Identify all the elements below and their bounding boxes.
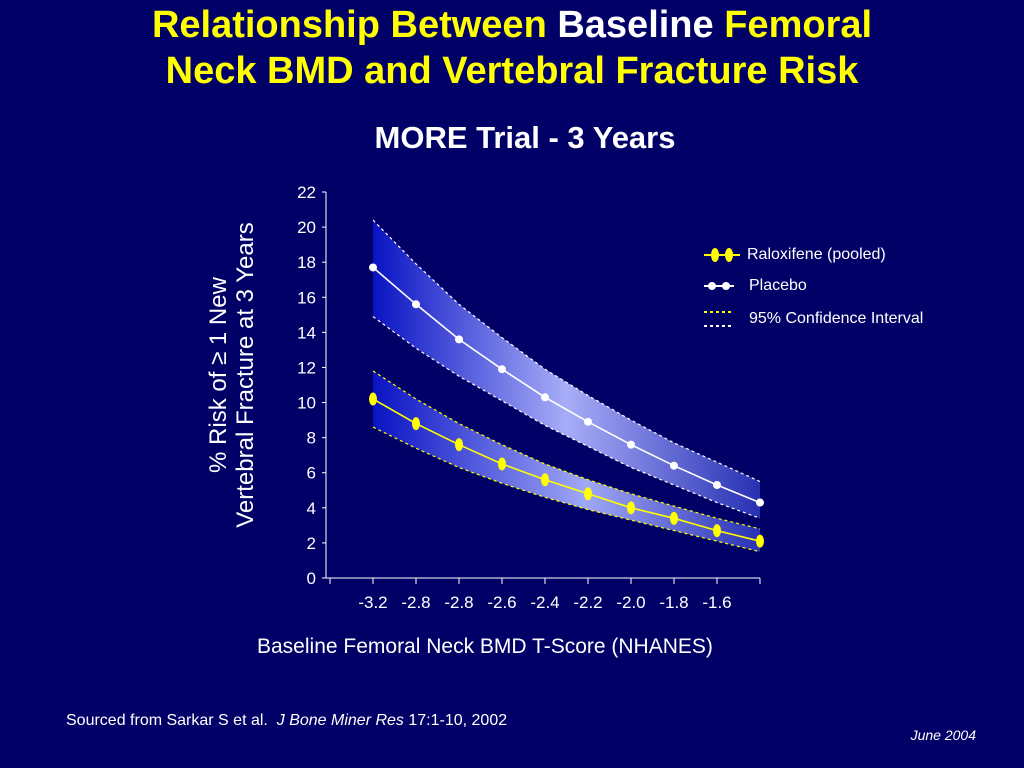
raloxifene-pooled-point <box>756 534 764 548</box>
y-tick-label: 6 <box>307 464 316 483</box>
y-tick-label: 16 <box>297 288 316 307</box>
source-suffix: 17:1-10, 2002 <box>408 712 508 729</box>
slide-title: Relationship Between Baseline Femoral Ne… <box>0 2 1024 94</box>
placebo-point <box>412 300 420 309</box>
placebo-ci-lower <box>372 316 761 519</box>
legend-raloxifene: Raloxifene (pooled) <box>702 245 886 265</box>
slide-date: June 2004 <box>910 727 976 743</box>
placebo-point <box>498 365 506 374</box>
title-part-1: Relationship Between <box>151 4 547 46</box>
raloxifene-pooled-point <box>627 501 635 515</box>
legend-ci: 95% Confidence Interval <box>702 306 923 332</box>
placebo-point <box>627 440 635 449</box>
x-tick-label: -2.8 <box>444 593 473 612</box>
x-tick-label: -3.2 <box>358 593 387 612</box>
raloxifene-pooled-point <box>412 417 420 431</box>
legend-ci-label: 95% Confidence Interval <box>749 310 924 327</box>
title-part-2: Baseline <box>557 4 714 46</box>
legend-raloxifene-marker <box>704 248 740 262</box>
y-tick-label: 0 <box>307 569 316 588</box>
title-line-1: Relationship Between Baseline Femoral <box>0 2 1024 48</box>
x-tick-label: -2.4 <box>530 593 559 612</box>
legend-placebo: Placebo <box>702 276 807 296</box>
source-prefix: Sourced from Sarkar S et al. <box>66 712 268 729</box>
placebo-point <box>369 263 377 272</box>
placebo-point <box>541 393 549 402</box>
y-tick-label: 8 <box>307 429 316 448</box>
y-tick-label: 12 <box>297 358 316 377</box>
placebo-point <box>670 461 678 470</box>
x-tick-label: -2.0 <box>616 593 645 612</box>
legend-placebo-marker <box>704 282 734 290</box>
y-tick-label: 10 <box>297 394 316 413</box>
y-tick-label: 2 <box>307 534 316 553</box>
raloxifene-pooled-point <box>584 487 592 501</box>
legend-placebo-label: Placebo <box>749 277 807 294</box>
placebo-point <box>584 417 592 426</box>
placebo-line <box>372 266 761 504</box>
x-tick-label: -2.2 <box>573 593 602 612</box>
placebo-point <box>713 481 721 490</box>
raloxifene-pooled-point <box>541 473 549 487</box>
placebo-ci-band <box>373 220 760 519</box>
raloxifene-pooled-point <box>713 524 721 538</box>
x-axis-label: Baseline Femoral Neck BMD T-Score (NHANE… <box>257 635 713 658</box>
raloxifene-pooled-point <box>369 392 377 406</box>
legend-ci-marker <box>704 311 734 327</box>
placebo-point <box>455 335 463 344</box>
y-tick-label: 20 <box>297 218 316 237</box>
placebo-point <box>756 498 764 507</box>
title-part-3: Femoral <box>724 4 873 46</box>
x-tick-label: -2.6 <box>487 593 516 612</box>
raloxifene-pooled-line <box>372 398 761 542</box>
chart-subtitle: MORE Trial - 3 Years <box>374 120 676 155</box>
y-tick-label: 14 <box>297 323 316 342</box>
title-line-2: Neck BMD and Vertebral Fracture Risk <box>165 50 859 92</box>
x-tick-label: -1.8 <box>659 593 688 612</box>
source-journal: J Bone Miner Res <box>276 712 404 729</box>
legend-raloxifene-label: Raloxifene (pooled) <box>747 246 886 263</box>
y-tick-label: 4 <box>307 499 316 518</box>
raloxifene-pooled-ci-band <box>373 371 760 552</box>
raloxifene-pooled-point <box>498 457 506 471</box>
raloxifene-pooled-ci-upper <box>372 370 761 530</box>
x-tick-label: -2.8 <box>401 593 430 612</box>
raloxifene-pooled-point <box>455 438 463 452</box>
y-tick-label: 22 <box>297 183 316 202</box>
placebo-ci-upper <box>372 219 761 483</box>
raloxifene-pooled-point <box>670 511 678 525</box>
source-citation: Sourced from Sarkar S et al. J Bone Mine… <box>66 712 507 730</box>
y-tick-label: 18 <box>297 253 316 272</box>
x-tick-label: -1.6 <box>702 593 731 612</box>
